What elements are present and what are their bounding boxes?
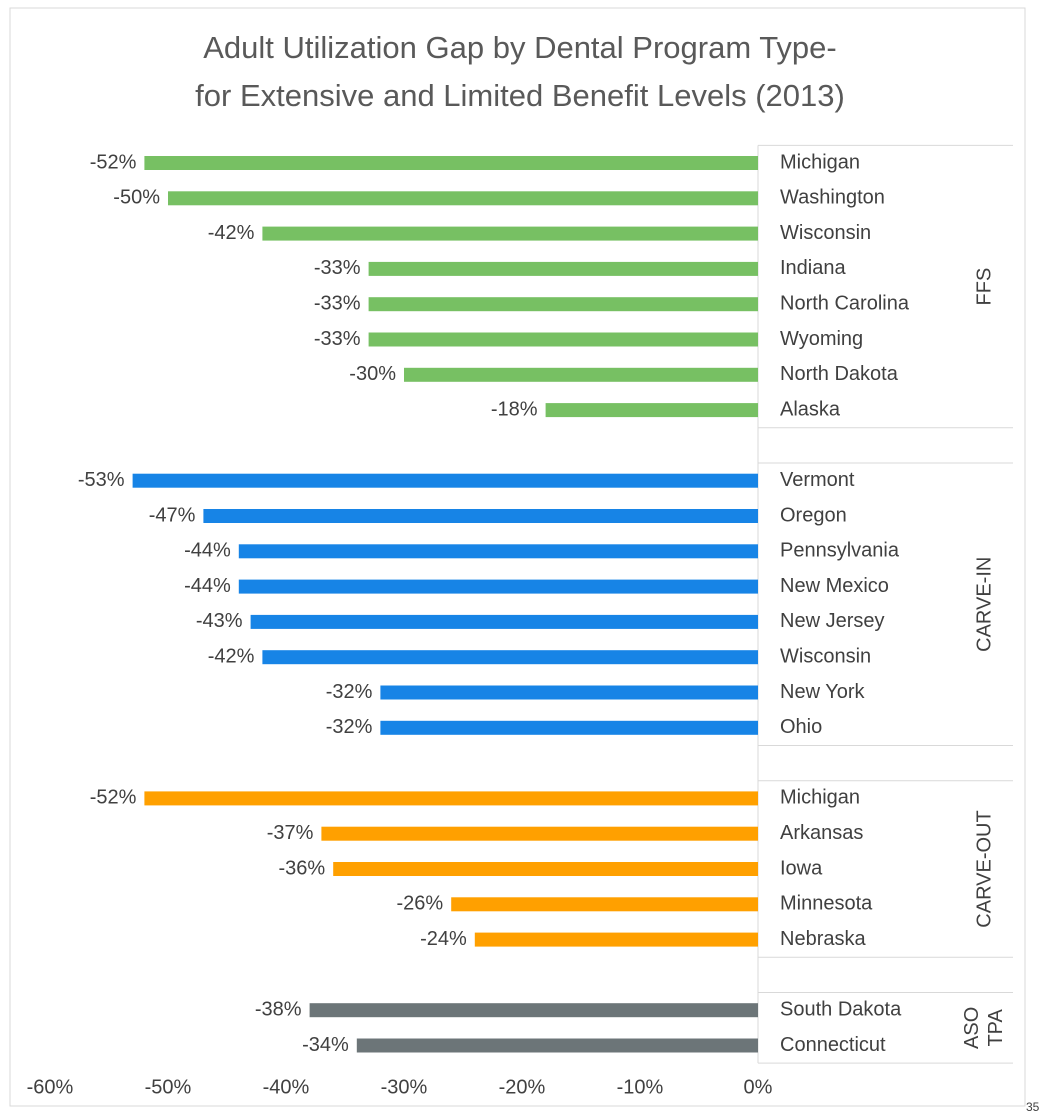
data-label: -44% (184, 540, 231, 562)
chart-title-group: Adult Utilization Gap by Dental Program … (195, 30, 845, 113)
data-label: -24% (420, 928, 467, 950)
bar (404, 367, 758, 382)
data-label: -42% (208, 222, 255, 244)
bar (250, 614, 758, 629)
bar (238, 544, 759, 559)
data-label: -52% (90, 787, 137, 809)
category-label: North Carolina (780, 292, 910, 314)
data-label: -32% (326, 716, 373, 738)
data-label: -50% (113, 187, 160, 209)
category-label: Wyoming (780, 328, 863, 350)
x-tick-label: 0% (744, 1076, 773, 1098)
x-tick-label: -60% (27, 1076, 74, 1098)
category-label: New York (780, 681, 865, 703)
category-label: New Jersey (780, 610, 884, 632)
category-label: Michigan (780, 787, 860, 809)
bar (262, 226, 758, 241)
category-label: Iowa (780, 857, 823, 879)
category-label: Connecticut (780, 1034, 886, 1056)
category-label: Vermont (780, 469, 855, 491)
data-label: -38% (255, 998, 302, 1020)
bar (380, 685, 758, 700)
chart-frame (9, 7, 1026, 1107)
data-label: -43% (196, 610, 243, 632)
category-label: Indiana (780, 257, 846, 279)
data-label: -44% (184, 575, 231, 597)
data-label: -18% (491, 398, 538, 420)
group-label: ASO TPA (961, 1007, 1007, 1049)
x-tick-label: -20% (499, 1076, 546, 1098)
category-label: South Dakota (780, 998, 902, 1020)
bar (380, 720, 758, 735)
bar (309, 1003, 758, 1018)
bar (321, 826, 758, 841)
data-label: -37% (267, 822, 314, 844)
bar (356, 1038, 758, 1053)
data-label: -33% (314, 292, 361, 314)
data-label: -42% (208, 645, 255, 667)
category-label: Arkansas (780, 822, 863, 844)
group-label: FFS (973, 268, 995, 306)
data-label: -26% (396, 893, 443, 915)
data-label: -33% (314, 328, 361, 350)
bar (168, 191, 758, 206)
group-label: CARVE-IN (973, 557, 995, 652)
data-label: -30% (349, 363, 396, 385)
x-tick-label: -40% (263, 1076, 310, 1098)
page-number: 35 (1026, 1100, 1040, 1114)
bar (545, 403, 758, 418)
bar (144, 791, 758, 806)
category-label: Wisconsin (780, 222, 871, 244)
data-label: -33% (314, 257, 361, 279)
data-label: -53% (78, 469, 125, 491)
x-tick-label: -50% (145, 1076, 192, 1098)
x-tick-label: -10% (617, 1076, 664, 1098)
data-label: -32% (326, 681, 373, 703)
bar (262, 650, 758, 665)
bar (368, 332, 758, 347)
bar (368, 261, 758, 276)
group-label: CARVE-OUT (973, 810, 995, 927)
bar (333, 862, 758, 876)
bar (203, 509, 758, 523)
bar (238, 579, 759, 594)
data-label: -34% (302, 1034, 349, 1056)
chart-title: for Extensive and Limited Benefit Levels… (195, 78, 845, 113)
category-label: Nebraska (780, 928, 866, 950)
category-label: Washington (780, 187, 885, 209)
category-label: New Mexico (780, 575, 889, 597)
category-label: Alaska (780, 398, 841, 420)
chart-title: Adult Utilization Gap by Dental Program … (203, 30, 837, 65)
x-tick-label: -30% (381, 1076, 428, 1098)
category-label: Michigan (780, 151, 860, 173)
category-label: Ohio (780, 716, 822, 738)
bar (132, 473, 759, 488)
data-label: -52% (90, 151, 137, 173)
category-label: Wisconsin (780, 645, 871, 667)
bar (474, 932, 758, 947)
category-label: Oregon (780, 504, 847, 526)
bar (451, 897, 758, 912)
category-label: Pennsylvania (780, 540, 900, 562)
category-label: North Dakota (780, 363, 899, 385)
data-label: -47% (149, 504, 196, 526)
bar (144, 156, 758, 170)
category-label: Minnesota (780, 893, 873, 915)
data-label: -36% (278, 857, 325, 879)
bar (368, 297, 758, 312)
